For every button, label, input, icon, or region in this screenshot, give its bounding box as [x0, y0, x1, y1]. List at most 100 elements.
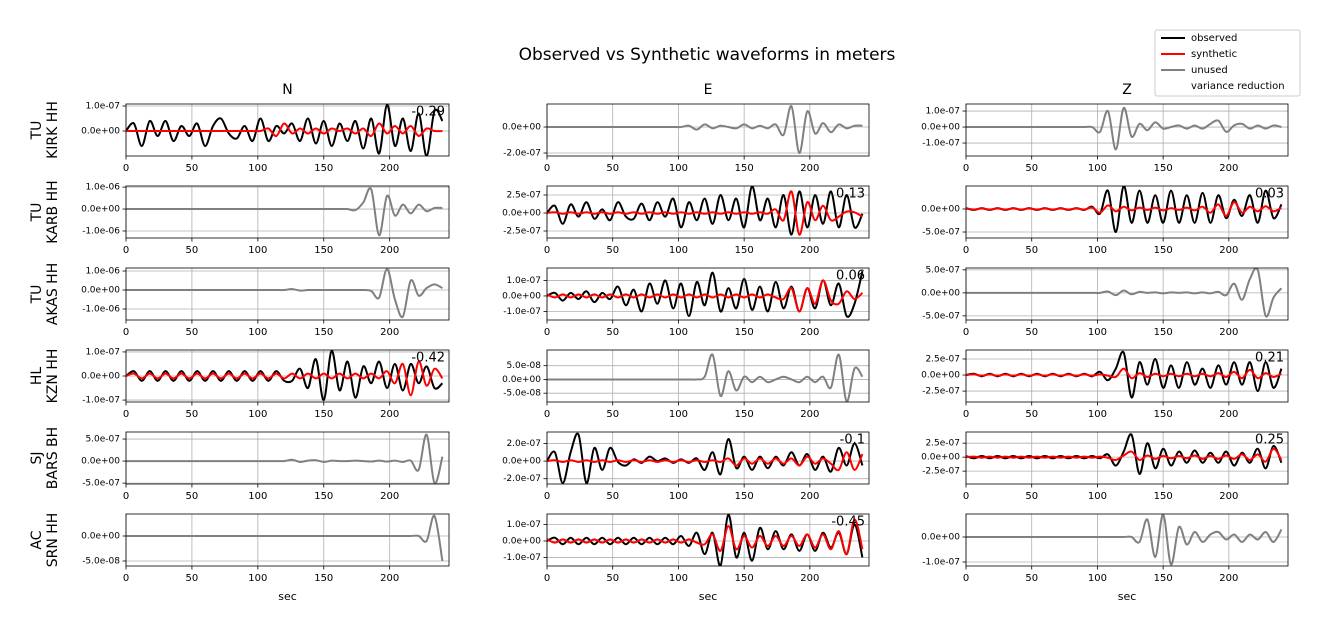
x-tick-label: 50 — [606, 163, 619, 174]
y-tick-label: 2.5e-07 — [925, 439, 960, 449]
x-tick-label: 150 — [735, 245, 754, 256]
axes-frame — [965, 185, 1289, 239]
x-tick-label: 50 — [606, 409, 619, 420]
y-axis-label: KZN HH — [45, 349, 61, 404]
y-tick-label: 1.0e-07 — [85, 347, 120, 357]
waveform — [966, 201, 1282, 217]
x-tick-label: 200 — [380, 327, 399, 338]
x-tick-label: 100 — [1088, 327, 1107, 338]
x-tick-label: 150 — [735, 573, 754, 584]
y-tick-label: 0.0e+00 — [921, 371, 960, 381]
axes-frame — [125, 349, 450, 403]
waveform — [547, 186, 864, 236]
x-tick-label: 100 — [248, 163, 267, 174]
x-tick-label: 200 — [800, 327, 819, 338]
y-tick-label: 2.5e-07 — [925, 354, 960, 364]
x-tick-label: 100 — [248, 245, 267, 256]
waveform — [966, 268, 1283, 318]
variance-reduction: 0.06 — [836, 269, 865, 284]
y-tick-label: 0.0e+00 — [81, 457, 120, 467]
plot-area — [547, 105, 863, 155]
x-tick-label: 50 — [1025, 245, 1038, 256]
axes-frame — [965, 513, 1289, 567]
y-tick-label: 1.0e-07 — [925, 107, 960, 117]
y-tick-label: 0.0e+00 — [81, 127, 120, 137]
x-tick-label: 0 — [123, 573, 129, 584]
axes-frame — [125, 185, 450, 239]
x-tick-label: 0 — [544, 163, 550, 174]
x-tick-label: 150 — [314, 245, 333, 256]
y-tick-label: 0.0e+00 — [921, 533, 960, 543]
y-tick-label: 0.0e+00 — [81, 372, 120, 382]
waveform — [126, 433, 444, 484]
x-tick-label: 50 — [186, 409, 199, 420]
x-tick-label: 50 — [606, 573, 619, 584]
x-tick-label: 150 — [1154, 491, 1173, 502]
column-title: E — [704, 82, 713, 98]
axes-frame — [125, 431, 450, 485]
plot-area — [547, 270, 864, 318]
y-axis-label: TU — [29, 121, 45, 141]
legend-box — [1154, 29, 1301, 97]
variance-reduction: -0.42 — [411, 351, 445, 366]
x-tick-label: 0 — [123, 491, 129, 502]
y-tick-label: -2.5e-07 — [503, 227, 541, 237]
x-tick-label: 50 — [606, 327, 619, 338]
variance-reduction: 0.13 — [836, 187, 865, 202]
waveform — [126, 187, 443, 237]
x-tick-label: 50 — [186, 327, 199, 338]
waveform — [547, 190, 863, 236]
x-tick-label: 100 — [1088, 163, 1107, 174]
x-tick-label: 200 — [380, 409, 399, 420]
plot-area — [966, 350, 1283, 399]
variance-reduction: -0.1 — [840, 433, 865, 448]
x-tick-label: 0 — [963, 491, 969, 502]
y-axis-label: AKAS HH — [45, 263, 61, 325]
x-tick-label: 150 — [735, 491, 754, 502]
plot-area — [966, 106, 1282, 151]
y-tick-label: -1.0e-07 — [922, 558, 960, 568]
x-tick-label: 150 — [314, 163, 333, 174]
axes-frame — [965, 103, 1289, 157]
variance-reduction: -0.29 — [411, 105, 445, 120]
plot-area — [126, 433, 444, 484]
x-tick-label: 150 — [1154, 163, 1173, 174]
y-tick-label: 0.0e+00 — [502, 375, 541, 385]
plot-area — [547, 432, 864, 484]
x-tick-label: 50 — [1025, 491, 1038, 502]
waveform — [126, 350, 444, 402]
axes-frame — [125, 513, 450, 567]
y-tick-label: 1.0e-07 — [506, 520, 541, 530]
y-axis-label: KIRK HH — [45, 101, 61, 159]
x-tick-label: 0 — [544, 491, 550, 502]
y-tick-label: 2.5e-07 — [506, 191, 541, 201]
x-tick-label: 0 — [123, 327, 129, 338]
x-tick-label: 200 — [1219, 327, 1238, 338]
x-tick-label: 150 — [314, 491, 333, 502]
x-tick-label: 50 — [606, 245, 619, 256]
y-tick-label: -1.0e-07 — [503, 553, 541, 563]
plot-area — [126, 268, 443, 319]
waveform — [966, 447, 1283, 463]
x-tick-label: 200 — [800, 163, 819, 174]
y-tick-label: -2.5e-07 — [922, 387, 960, 397]
waveform — [126, 268, 443, 319]
axes-frame — [125, 103, 450, 157]
waveform — [126, 122, 443, 138]
plot-area — [126, 187, 443, 237]
y-axis-label: TU — [29, 203, 45, 223]
x-tick-label: 200 — [800, 491, 819, 502]
x-tick-label: 100 — [669, 491, 688, 502]
x-tick-label: 50 — [1025, 409, 1038, 420]
y-tick-label: 0.0e+00 — [502, 209, 541, 219]
y-tick-label: -1.0e-06 — [82, 304, 120, 314]
x-tick-label: 150 — [314, 573, 333, 584]
x-tick-label: 0 — [544, 327, 550, 338]
x-tick-label: 150 — [1154, 245, 1173, 256]
x-tick-label: 0 — [963, 573, 969, 584]
plot-area — [966, 514, 1283, 566]
y-tick-label: 0.0e+00 — [502, 536, 541, 546]
y-tick-label: -2.0e-07 — [503, 149, 541, 159]
